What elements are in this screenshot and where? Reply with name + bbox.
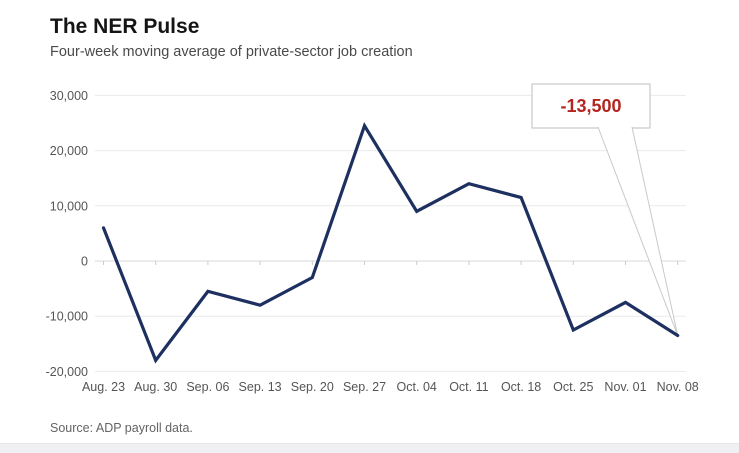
annotation-callout-tail-edge [597,126,679,336]
chart-subtitle: Four-week moving average of private-sect… [50,44,413,60]
annotation-callout-box [531,83,651,129]
x-axis-tick-label: Oct. 11 [449,380,488,394]
x-axis-tick-label: Oct. 18 [501,380,541,394]
source-note: Source: ADP payroll data. [50,421,193,435]
y-axis-tick-label: 20,000 [50,144,88,158]
data-line [101,122,680,364]
y-axis-tick-label: 10,000 [50,199,88,213]
chart-title: The NER Pulse [50,15,200,38]
y-axis-tick-label: -10,000 [46,310,88,324]
x-axis-tick-label: Sep. 06 [186,380,229,394]
x-axis-tick-label: Oct. 25 [553,380,593,394]
x-axis-tick-label: Nov. 08 [657,380,699,394]
x-axis-tick-label: Aug. 23 [82,380,125,394]
y-axis-tick-label: 0 [81,255,88,269]
annotation-callout-tail-edge [631,126,679,336]
x-axis-tick-label: Sep. 27 [343,380,386,394]
x-axis-tick-label: Oct. 04 [397,380,437,394]
x-axis-tick-label: Sep. 20 [291,380,334,394]
bottom-edge-strip [0,443,739,453]
x-axis-tick-label: Nov. 01 [604,380,646,394]
y-axis-tick-label: 30,000 [50,89,88,103]
annotation-label: -13,500 [560,96,621,116]
x-axis-tick-label: Aug. 30 [134,380,177,394]
x-axis-tick-label: Sep. 13 [239,380,282,394]
y-axis-tick-label: -20,000 [46,365,88,379]
